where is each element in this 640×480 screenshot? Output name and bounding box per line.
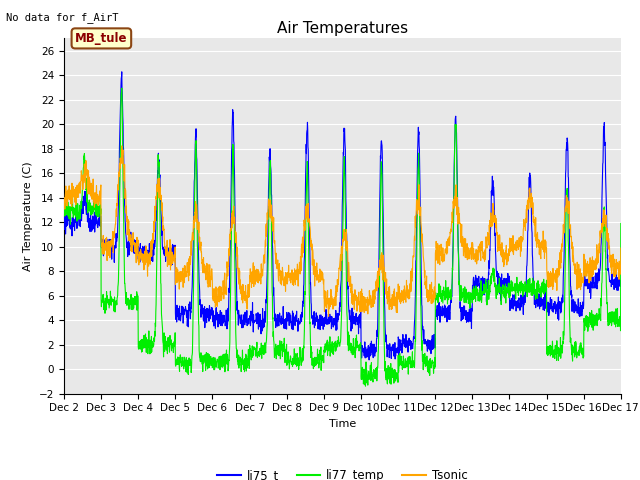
Text: No data for f_AirT: No data for f_AirT	[6, 12, 119, 23]
li77_temp	[505, 291, 513, 297]
li75_t	[359, 349, 367, 355]
Tsonic	[324, 313, 332, 319]
X-axis label: Time: Time	[329, 419, 356, 429]
li75_t	[584, 278, 591, 284]
li75_t	[568, 309, 576, 314]
li77_temp	[359, 376, 367, 382]
li75_t	[505, 285, 513, 290]
li77_temp	[371, 376, 379, 382]
li77_temp	[118, 85, 125, 91]
li75_t	[216, 319, 223, 325]
li77_temp	[617, 220, 625, 226]
li75_t	[365, 357, 373, 363]
Tsonic	[371, 296, 379, 302]
Tsonic	[584, 259, 591, 264]
Tsonic	[617, 245, 625, 251]
Tsonic	[118, 143, 125, 149]
li77_temp	[362, 383, 369, 389]
li77_temp	[216, 363, 223, 369]
li77_temp	[60, 214, 68, 219]
Tsonic	[359, 305, 367, 311]
li75_t	[371, 345, 379, 351]
Tsonic	[568, 246, 576, 252]
Title: Air Temperatures: Air Temperatures	[277, 21, 408, 36]
Tsonic	[216, 283, 223, 289]
li77_temp	[584, 316, 591, 322]
Line: li75_t: li75_t	[64, 72, 621, 360]
li77_temp	[568, 342, 576, 348]
Legend: li75_t, li77_temp, Tsonic: li75_t, li77_temp, Tsonic	[212, 465, 472, 480]
Tsonic	[505, 252, 513, 258]
Line: Tsonic: Tsonic	[64, 146, 621, 316]
Text: MB_tule: MB_tule	[75, 32, 127, 45]
Y-axis label: Air Temperature (C): Air Temperature (C)	[23, 161, 33, 271]
li75_t	[617, 278, 625, 284]
Tsonic	[60, 203, 68, 208]
Line: li77_temp: li77_temp	[64, 88, 621, 386]
li75_t	[60, 225, 68, 230]
li75_t	[118, 69, 125, 75]
